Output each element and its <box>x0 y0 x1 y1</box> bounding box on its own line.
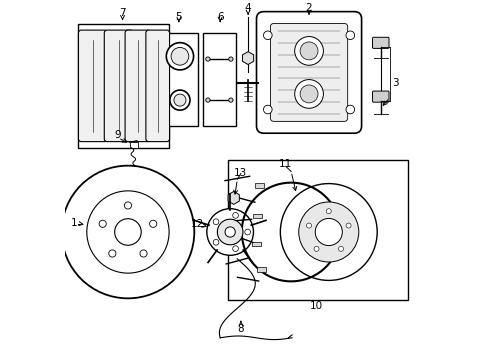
Circle shape <box>346 105 354 114</box>
Bar <box>255 183 264 188</box>
Circle shape <box>228 98 233 102</box>
Bar <box>129 142 137 148</box>
Circle shape <box>263 105 271 114</box>
Circle shape <box>171 48 188 65</box>
Circle shape <box>224 227 235 237</box>
Circle shape <box>263 31 271 40</box>
Circle shape <box>169 90 190 110</box>
Text: 6: 6 <box>216 12 223 22</box>
Bar <box>253 214 262 219</box>
Circle shape <box>313 246 318 251</box>
Text: 10: 10 <box>309 301 322 311</box>
Circle shape <box>108 250 116 257</box>
Text: 8: 8 <box>237 324 244 334</box>
Circle shape <box>213 239 219 245</box>
Circle shape <box>300 85 317 103</box>
Bar <box>203 33 235 126</box>
Circle shape <box>294 80 323 108</box>
Circle shape <box>140 250 147 257</box>
Circle shape <box>205 98 210 102</box>
Bar <box>257 267 265 271</box>
FancyBboxPatch shape <box>270 23 347 121</box>
Circle shape <box>174 94 185 106</box>
Text: 7: 7 <box>119 8 125 18</box>
Circle shape <box>325 209 330 214</box>
Circle shape <box>280 184 376 280</box>
Text: 4: 4 <box>244 3 251 13</box>
Circle shape <box>294 37 323 65</box>
FancyBboxPatch shape <box>125 30 150 141</box>
Bar <box>162 33 198 126</box>
Bar <box>78 24 169 148</box>
Circle shape <box>232 212 238 218</box>
Circle shape <box>99 220 106 228</box>
Circle shape <box>346 31 354 40</box>
Circle shape <box>213 219 219 225</box>
Circle shape <box>61 166 194 298</box>
FancyBboxPatch shape <box>104 30 133 141</box>
Circle shape <box>206 209 253 255</box>
Circle shape <box>205 57 210 61</box>
FancyBboxPatch shape <box>145 30 169 141</box>
Text: 13: 13 <box>234 168 247 178</box>
Bar <box>228 160 407 300</box>
Text: 5: 5 <box>175 12 182 22</box>
FancyBboxPatch shape <box>372 37 388 48</box>
Circle shape <box>315 219 342 246</box>
Circle shape <box>306 223 311 228</box>
Text: 11: 11 <box>279 159 292 169</box>
Bar <box>251 242 260 246</box>
Circle shape <box>124 202 131 209</box>
Circle shape <box>346 223 350 228</box>
Circle shape <box>87 191 169 273</box>
Circle shape <box>232 246 238 252</box>
Circle shape <box>149 220 157 228</box>
Circle shape <box>298 202 358 262</box>
FancyBboxPatch shape <box>256 12 361 133</box>
Text: 1: 1 <box>71 218 77 228</box>
Text: 9: 9 <box>114 130 120 140</box>
Text: 2: 2 <box>305 3 312 13</box>
Circle shape <box>244 229 250 235</box>
Circle shape <box>217 219 243 245</box>
Text: 12: 12 <box>190 219 203 229</box>
Circle shape <box>228 57 233 61</box>
FancyBboxPatch shape <box>372 91 388 102</box>
FancyBboxPatch shape <box>78 30 107 141</box>
Circle shape <box>115 219 141 245</box>
Circle shape <box>300 42 317 60</box>
Circle shape <box>338 246 343 251</box>
Circle shape <box>166 42 193 70</box>
Text: 3: 3 <box>391 78 398 88</box>
